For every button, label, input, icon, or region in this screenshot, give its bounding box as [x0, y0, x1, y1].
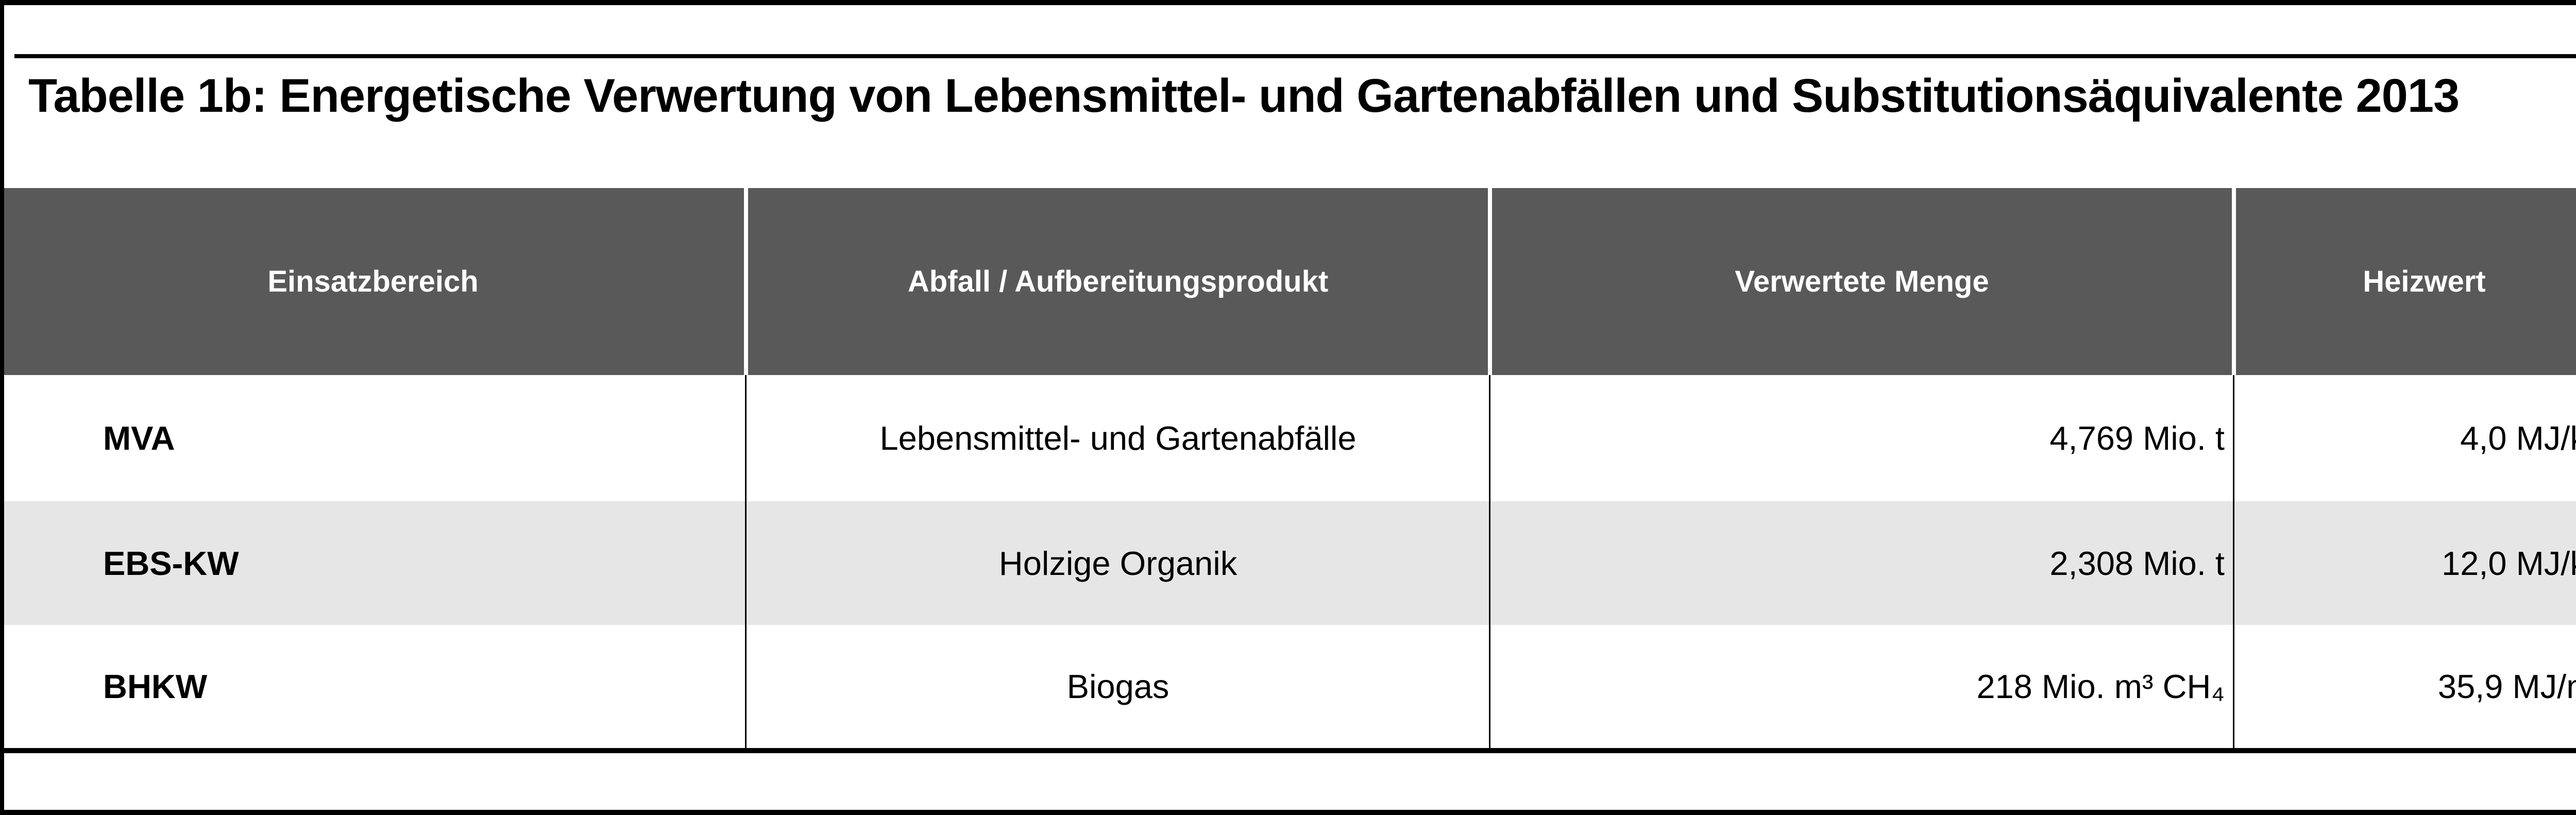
cell-menge: 218 Mio. m³ CH₄: [1976, 668, 2225, 705]
header-cell-heizwert: Heizwert: [2234, 188, 2576, 375]
cell-menge: 4,769 Mio. t: [2049, 419, 2225, 457]
column-divider: [745, 375, 747, 748]
cell-heizwert: 35,9 MJ/m³: [2437, 668, 2576, 705]
column-divider: [1489, 375, 1490, 748]
data-table: Einsatzbereich Abfall / Aufbereitungspro…: [0, 188, 2576, 748]
table-bottom-rule: [0, 748, 2576, 753]
page-title: Tabelle 1b: Energetische Verwertung von …: [28, 70, 2460, 122]
cell-menge: 2,308 Mio. t: [1490, 501, 2234, 625]
frame-border-left: [0, 0, 4, 815]
cell-abfall: Biogas: [1066, 668, 1170, 705]
title-rule: [14, 54, 2576, 58]
cell-einsatzbereich: MVA: [103, 419, 175, 457]
cell-einsatzbereich: EBS-KW: [0, 501, 746, 625]
column-divider: [2233, 375, 2234, 748]
header-cell-abfall-aufbereitungsprodukt: Abfall / Aufbereitungsprodukt: [746, 188, 1490, 375]
cell-abfall: Lebensmittel- und Gartenabfälle: [879, 419, 1357, 457]
header-cell-verwertete-menge: Verwertete Menge: [1490, 188, 2234, 375]
frame-border-top: [0, 0, 2576, 5]
header-column-gap: [1488, 188, 1492, 375]
header-column-gap: [744, 188, 748, 375]
header-column-gap: [2232, 188, 2236, 375]
cell-abfall: Holzige Organik: [746, 501, 1490, 625]
cell-heizwert: 12,0 MJ/kg: [2234, 501, 2576, 625]
header-cell-einsatzbereich: Einsatzbereich: [0, 188, 746, 375]
frame-border-bottom: [0, 810, 2576, 815]
cell-einsatzbereich: BHKW: [103, 668, 208, 705]
cell-heizwert: 4,0 MJ/kg: [2460, 419, 2576, 457]
